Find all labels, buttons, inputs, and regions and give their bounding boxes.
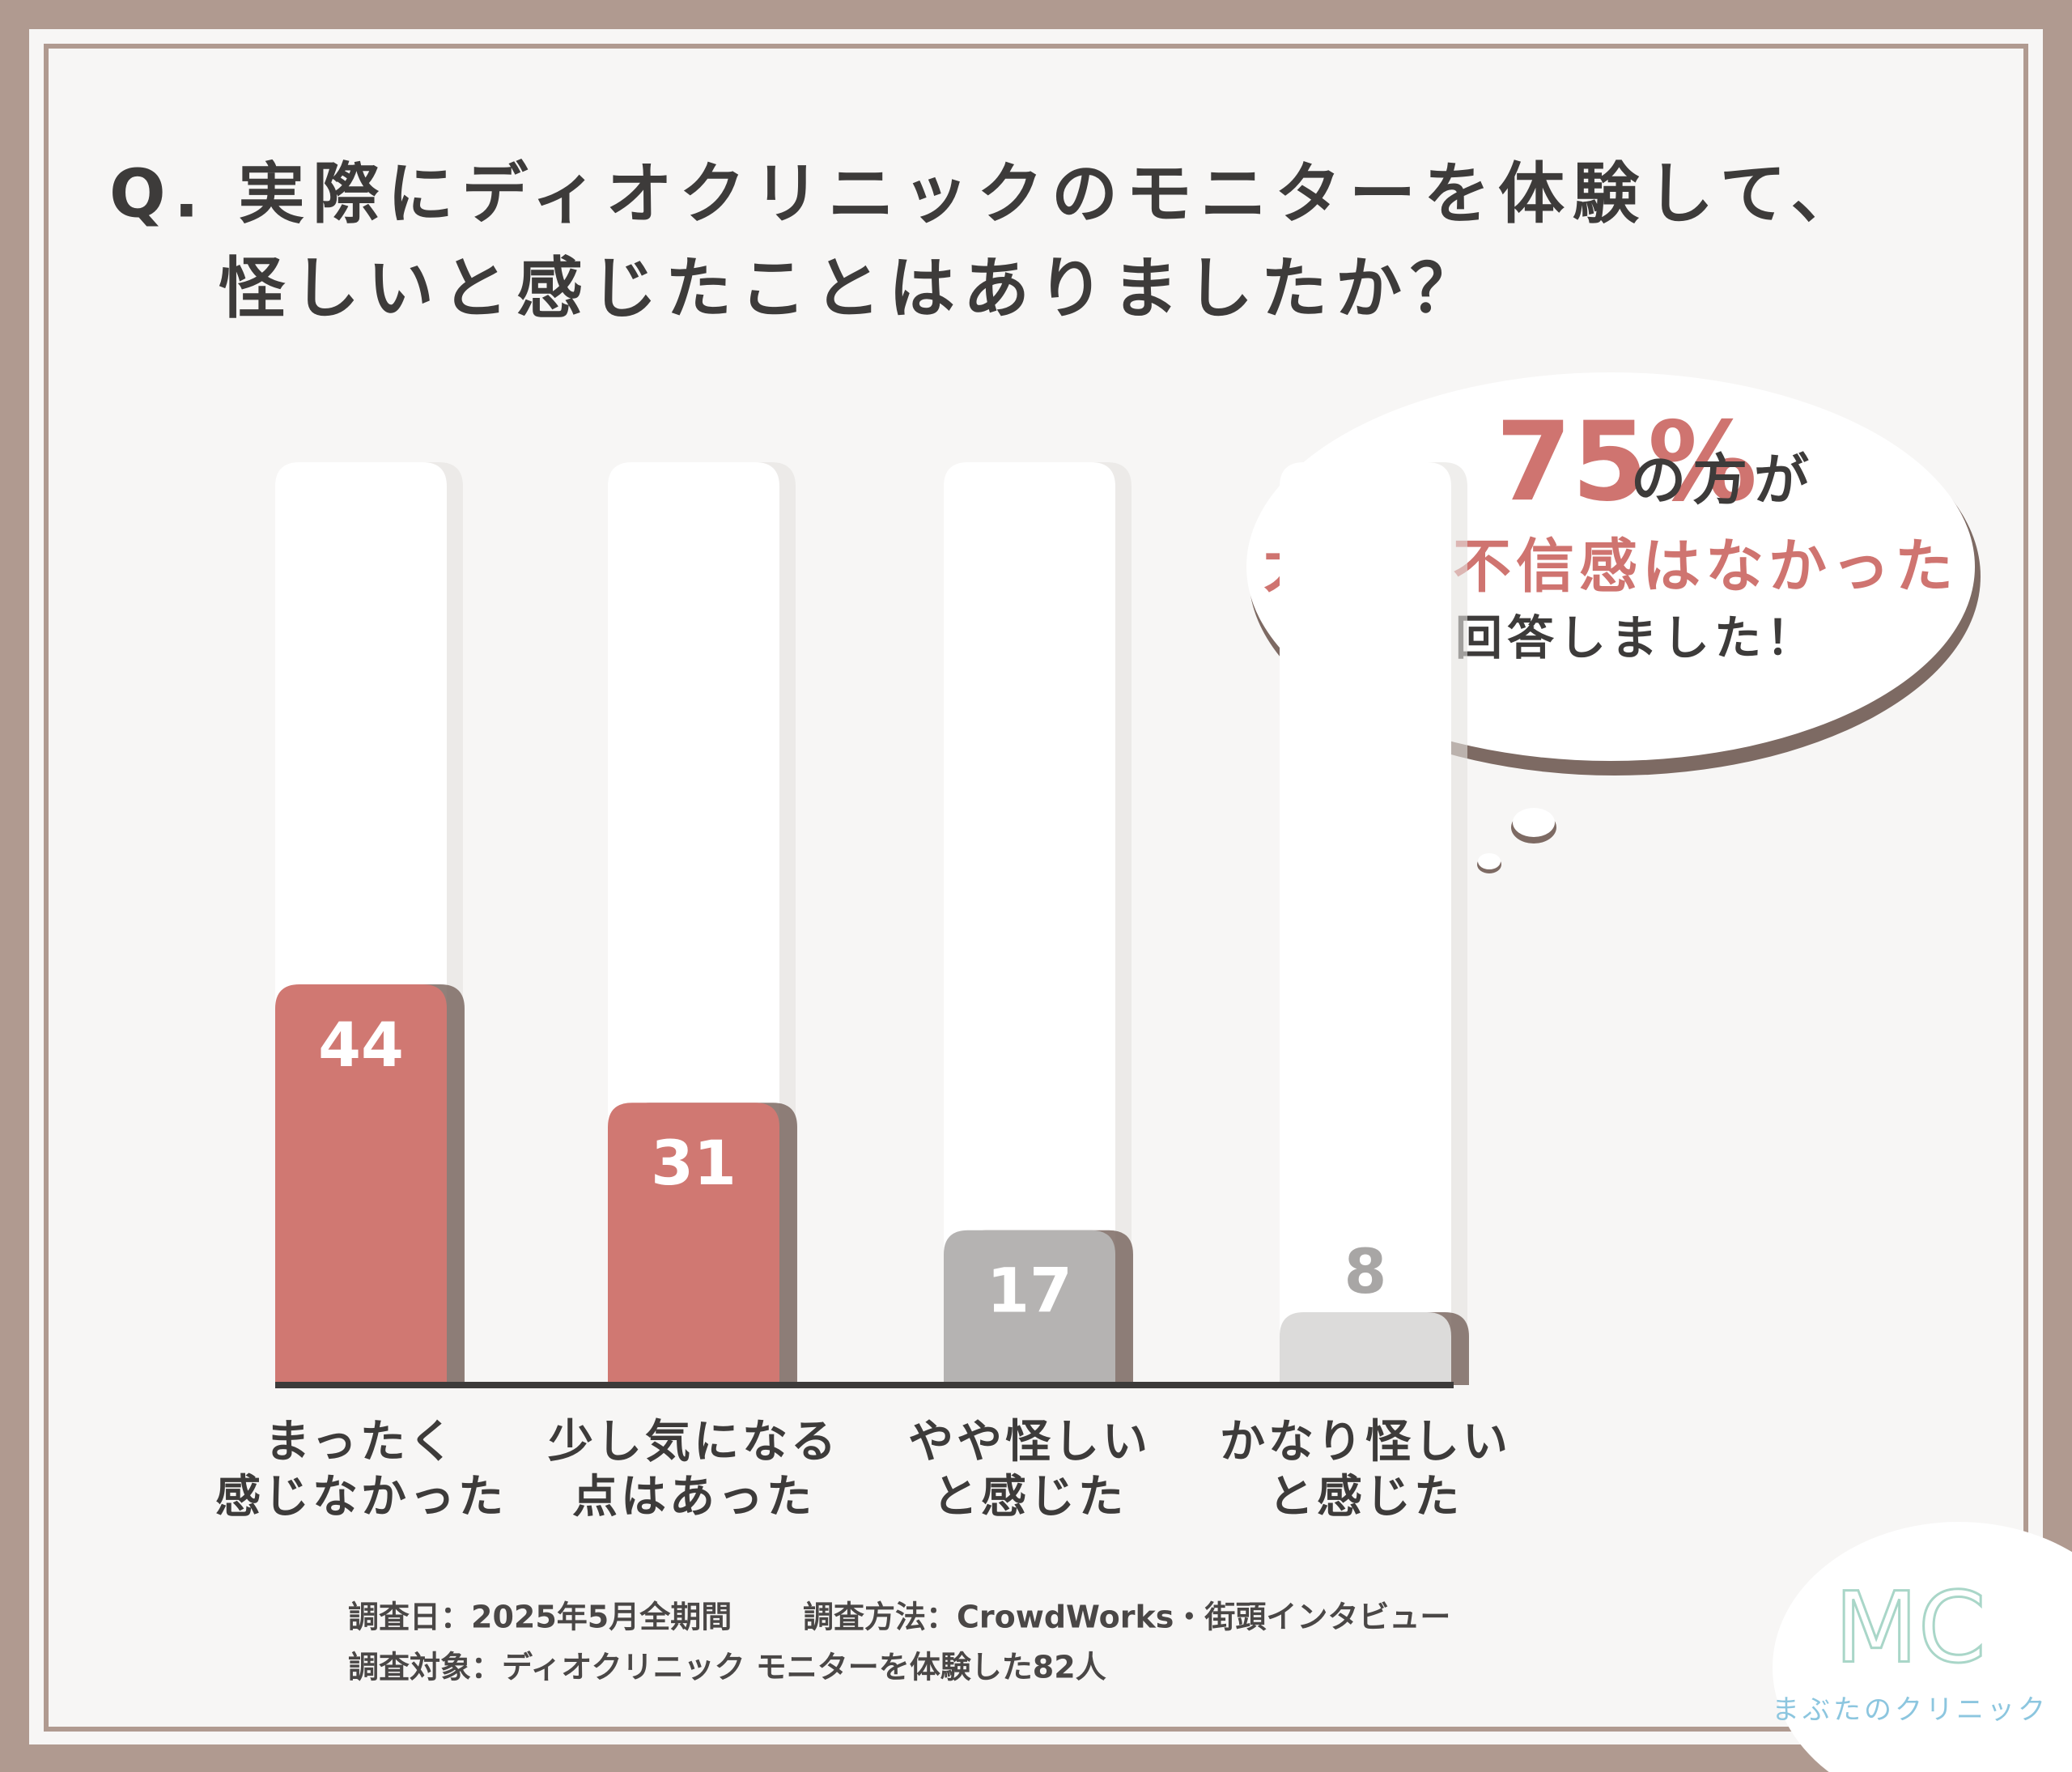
annotation-line: と回答しました！ xyxy=(1403,610,1818,665)
value-label: 8 xyxy=(1344,1235,1387,1307)
annotation-text: の方が xyxy=(1631,449,1815,513)
x-tick-label: 感じなかった xyxy=(215,1471,507,1523)
value-label: 44 xyxy=(318,1009,404,1081)
annotation-highlight: 75% xyxy=(1496,398,1757,525)
x-tick-label: かなり怪しい xyxy=(1220,1416,1511,1468)
bar xyxy=(275,984,447,1385)
x-tick-label: と感じた xyxy=(932,1471,1127,1523)
value-label: 17 xyxy=(987,1255,1072,1327)
x-tick-label: まったく xyxy=(265,1416,457,1468)
logo-bg xyxy=(1773,1522,2072,1772)
bar-track xyxy=(944,462,1115,1385)
panel-border xyxy=(44,44,2028,1732)
value-label: 31 xyxy=(651,1127,737,1199)
chart-title: 怪しいと感じたことはありましたか？ xyxy=(219,250,1484,327)
x-tick-label: 点はあった xyxy=(572,1471,815,1523)
logo-name: まぶたのクリニック xyxy=(1772,1694,2049,1727)
chart-title: Q. 実際にディオクリニックのモニターを体験して、 xyxy=(109,155,1865,232)
bar xyxy=(1280,1312,1451,1385)
logo-mark: MC xyxy=(1834,1573,1985,1685)
bar-track xyxy=(1280,462,1451,1385)
x-tick-label: 少し気になる xyxy=(548,1416,839,1468)
note: 調査方法：CrowdWorks・街頭インタビュー xyxy=(803,1600,1450,1635)
note: 調査対象：ディオクリニック モニターを体験した82人 xyxy=(348,1650,1106,1685)
x-tick-label: やや怪しい xyxy=(908,1416,1151,1468)
note: 調査日：2025年5月全期間 xyxy=(348,1600,732,1635)
bar xyxy=(944,1230,1115,1385)
x-tick-label: と感じた xyxy=(1268,1471,1463,1523)
bar xyxy=(608,1103,779,1385)
